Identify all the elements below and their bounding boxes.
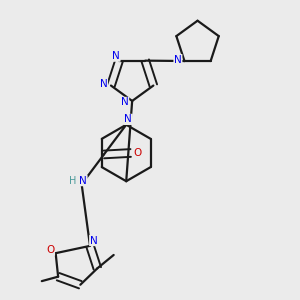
Text: O: O [46,245,54,255]
Text: N: N [174,55,182,64]
Text: N: N [124,114,132,124]
Text: N: N [112,51,120,61]
Text: H: H [69,176,76,186]
Text: N: N [90,236,98,245]
Text: N: N [121,98,129,107]
Text: N: N [100,79,107,89]
Text: O: O [133,148,141,158]
Text: N: N [79,176,87,186]
